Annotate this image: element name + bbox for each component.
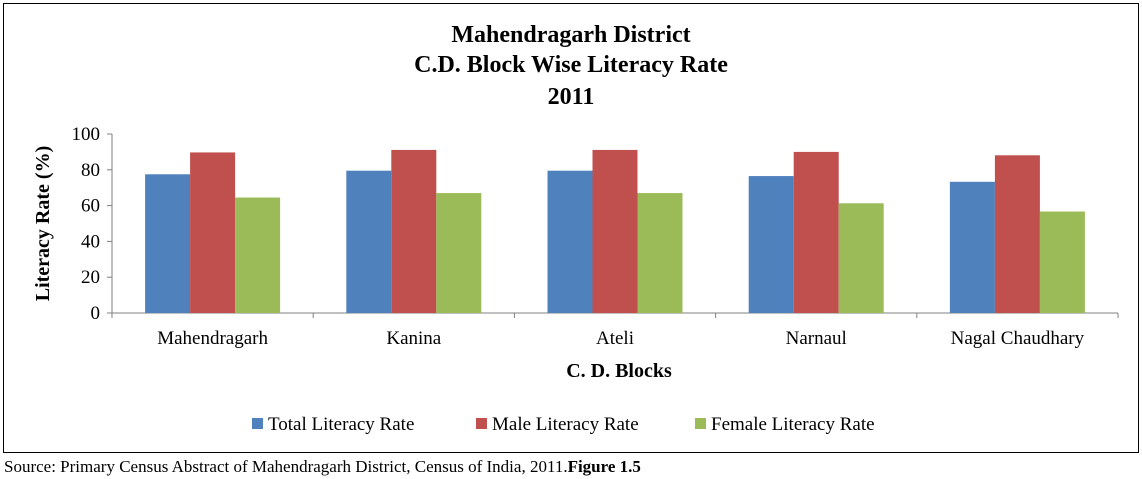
bar-total [949, 181, 995, 313]
x-category-label: Nagal Chaudhary [951, 328, 1085, 349]
legend-label: Total Literacy Rate [268, 414, 414, 435]
chart-title-line-2: C.D. Block Wise Literacy Rate [414, 52, 728, 78]
source-caption: Source: Primary Census Abstract of Mahen… [4, 456, 641, 478]
bar-male [391, 149, 437, 313]
bar-female [838, 203, 884, 313]
bar-female [235, 197, 281, 313]
bar-male [994, 155, 1040, 313]
y-tick-label: 80 [81, 160, 100, 181]
bar-male [793, 151, 839, 313]
bar-male [592, 149, 638, 313]
x-category-label: Ateli [596, 328, 634, 349]
legend-swatch [476, 418, 487, 429]
bar-female [436, 193, 482, 313]
y-tick-label: 100 [72, 124, 101, 145]
bar-female [637, 193, 683, 313]
x-category-label: Kanina [386, 328, 441, 349]
x-axis-title: C. D. Blocks [566, 360, 672, 382]
source-text: Source: Primary Census Abstract of Mahen… [4, 457, 568, 476]
bar-total [748, 176, 794, 313]
legend-label: Male Literacy Rate [492, 414, 639, 435]
bar-total [145, 174, 191, 313]
chart-title-line-1: Mahendragarh District [451, 22, 691, 48]
x-category-label: Narnaul [786, 328, 847, 349]
chart-frame [3, 3, 1139, 453]
y-tick-label: 60 [81, 196, 100, 217]
figure-label: Figure 1.5 [567, 457, 641, 476]
y-tick-label: 40 [81, 231, 100, 252]
y-tick-label: 0 [91, 303, 101, 324]
legend-swatch [252, 418, 263, 429]
bar-female [1039, 211, 1085, 313]
bar-total [346, 170, 392, 313]
bar-male [190, 152, 236, 313]
y-axis-title: Literacy Rate (%) [32, 146, 54, 302]
legend-swatch [695, 418, 706, 429]
chart-title-line-3: 2011 [547, 84, 595, 110]
x-category-label: Mahendragarh [157, 328, 268, 349]
bar-total [547, 170, 593, 313]
y-tick-label: 20 [81, 267, 100, 288]
legend-label: Female Literacy Rate [711, 414, 875, 435]
